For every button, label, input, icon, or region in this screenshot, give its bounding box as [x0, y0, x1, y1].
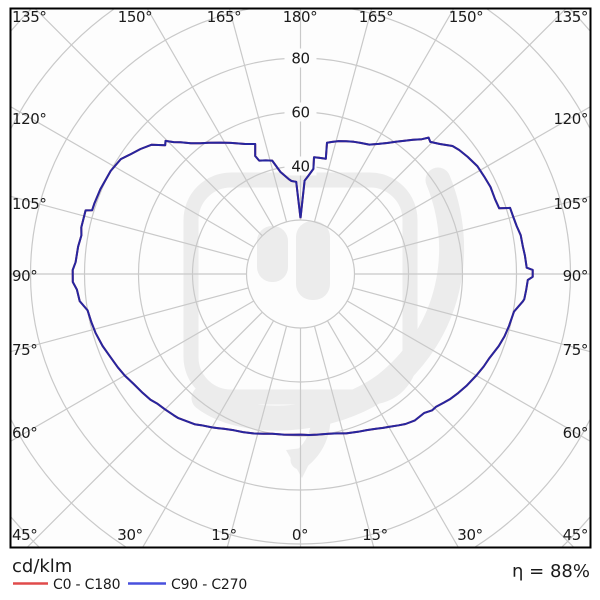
grid-spoke-60 — [346, 300, 590, 442]
grid-spoke-345 — [226, 326, 288, 547]
angle-label-right-1: 105° — [553, 195, 588, 213]
grid-spoke-120 — [346, 106, 590, 248]
angle-labels: 135° 150° 165° 180° 165° 150° 135° 120° 105° 90° 7… — [12, 8, 588, 544]
watermark-arch-left — [257, 226, 288, 282]
ring-label-40: 40 — [291, 158, 309, 176]
ring-label-80: 80 — [291, 50, 309, 68]
watermark-arch-right — [296, 221, 330, 300]
angle-label-top-5: 150° — [449, 8, 484, 26]
angle-label-top-0: 135° — [12, 8, 47, 26]
grid-spoke-165 — [313, 9, 372, 222]
ring-label-60: 60 — [291, 104, 309, 122]
grid-spoke-255 — [11, 195, 249, 261]
grid-spoke-285 — [11, 287, 249, 353]
grid-spoke-315 — [27, 311, 263, 547]
grid-spoke-30 — [326, 320, 459, 547]
grid-spoke-15 — [313, 326, 375, 547]
grid-spoke-240 — [11, 106, 255, 248]
watermark-swoosh-tip — [286, 446, 318, 478]
grid-spoke-225 — [35, 9, 263, 237]
angle-label-left-3: 75° — [12, 341, 37, 359]
angle-label-bottom-4: 15° — [362, 526, 387, 544]
angle-label-top-2: 165° — [207, 8, 242, 26]
ring-label-mask — [284, 48, 317, 68]
angle-label-top-4: 165° — [359, 8, 394, 26]
angle-label-bottom-1: 30° — [117, 526, 142, 544]
angle-label-right-4: 60° — [563, 424, 588, 442]
angle-label-left-1: 105° — [12, 195, 47, 213]
intensity-curves — [71, 136, 534, 436]
angle-label-top-1: 150° — [118, 8, 153, 26]
ring-label-mask — [284, 102, 317, 122]
ring-labels: 40 60 80 — [284, 48, 317, 176]
angle-label-bottom-0: 45° — [12, 526, 37, 544]
grid-spoke-330 — [142, 320, 275, 547]
angle-label-left-4: 60° — [12, 424, 37, 442]
efficiency-label: η = 88% — [512, 561, 590, 582]
grid-spoke-45 — [338, 311, 574, 547]
grid-spoke-135 — [338, 9, 566, 237]
curve-c90-c270 — [71, 136, 534, 436]
legend: cd/klm C0 - C180 C90 - C270 η = 88% — [12, 556, 590, 593]
grid-spoke-150 — [326, 9, 454, 228]
grid-spoke-210 — [147, 9, 275, 228]
legend-label-c0: C0 - C180 — [53, 577, 120, 593]
ring-label-mask — [284, 156, 317, 176]
grid-spoke-75 — [352, 287, 590, 353]
angle-label-bottom-3: 0° — [292, 526, 308, 544]
angle-label-left-0: 120° — [12, 110, 47, 128]
angle-label-right-0: 120° — [553, 110, 588, 128]
angle-label-right-2: 90° — [563, 267, 588, 285]
angle-label-top-3: 180° — [283, 8, 318, 26]
angle-label-bottom-2: 15° — [211, 526, 236, 544]
legend-label-c90: C90 - C270 — [171, 577, 247, 593]
grid-spoke-105 — [352, 195, 590, 261]
watermark-swoosh — [191, 167, 465, 431]
angle-label-bottom-6: 45° — [563, 526, 588, 544]
plot-border — [9, 7, 592, 549]
unit-label: cd/klm — [12, 556, 72, 577]
angle-label-right-3: 75° — [563, 341, 588, 359]
angle-label-top-6: 135° — [553, 8, 588, 26]
grid-spoke-195 — [229, 9, 288, 222]
grid-spoke-300 — [11, 300, 255, 442]
angle-label-bottom-5: 30° — [457, 526, 482, 544]
angle-label-left-2: 90° — [12, 267, 37, 285]
